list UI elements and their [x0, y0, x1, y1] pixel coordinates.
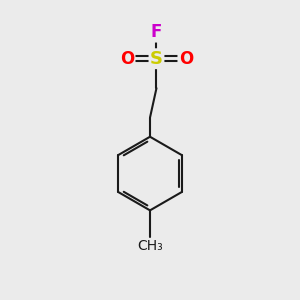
Text: O: O: [120, 50, 134, 68]
Text: S: S: [150, 50, 163, 68]
Text: CH₃: CH₃: [137, 239, 163, 253]
Text: F: F: [151, 23, 162, 41]
Text: O: O: [179, 50, 193, 68]
